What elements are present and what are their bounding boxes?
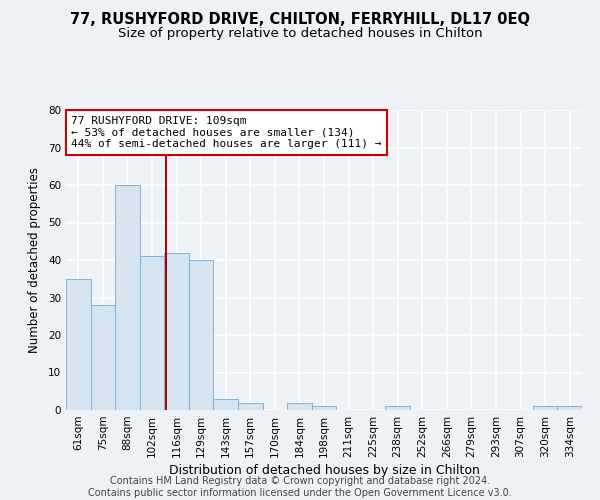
Bar — [189, 260, 214, 410]
Text: 77, RUSHYFORD DRIVE, CHILTON, FERRYHILL, DL17 0EQ: 77, RUSHYFORD DRIVE, CHILTON, FERRYHILL,… — [70, 12, 530, 28]
Bar — [115, 185, 140, 410]
Text: Contains HM Land Registry data © Crown copyright and database right 2024.
Contai: Contains HM Land Registry data © Crown c… — [88, 476, 512, 498]
Bar — [140, 256, 164, 410]
Bar — [214, 399, 238, 410]
Bar — [66, 279, 91, 410]
Bar — [533, 406, 557, 410]
Bar — [557, 406, 582, 410]
Y-axis label: Number of detached properties: Number of detached properties — [28, 167, 41, 353]
Bar — [164, 252, 189, 410]
Bar — [385, 406, 410, 410]
Bar — [238, 402, 263, 410]
Text: Size of property relative to detached houses in Chilton: Size of property relative to detached ho… — [118, 28, 482, 40]
Bar — [312, 406, 336, 410]
Bar — [91, 305, 115, 410]
X-axis label: Distribution of detached houses by size in Chilton: Distribution of detached houses by size … — [169, 464, 479, 477]
Text: 77 RUSHYFORD DRIVE: 109sqm
← 53% of detached houses are smaller (134)
44% of sem: 77 RUSHYFORD DRIVE: 109sqm ← 53% of deta… — [71, 116, 382, 149]
Bar — [287, 402, 312, 410]
